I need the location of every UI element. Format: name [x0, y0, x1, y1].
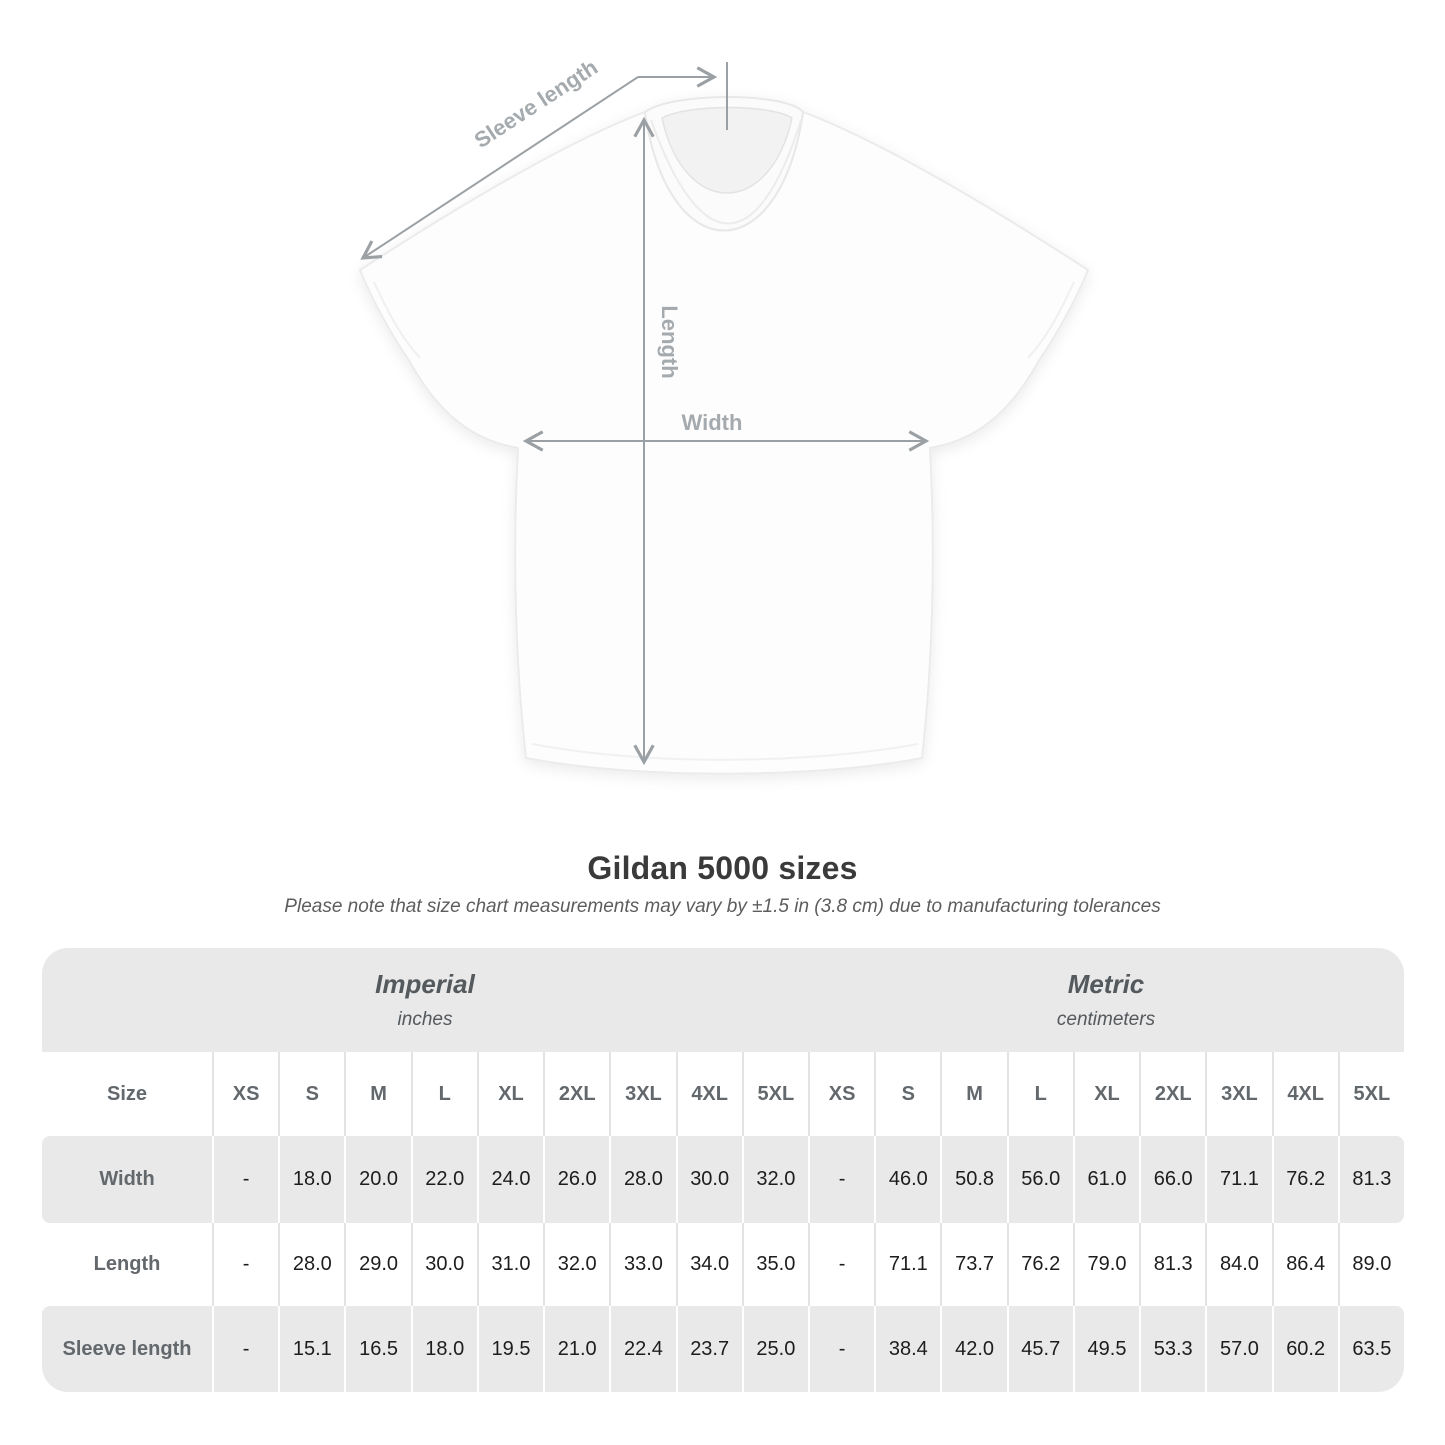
imperial-size-5xl: 5XL — [741, 1052, 808, 1136]
length-metric-3xl: 84.0 — [1205, 1223, 1272, 1306]
row-label-length: Length — [42, 1223, 212, 1306]
length-metric-s: 71.1 — [874, 1223, 941, 1306]
length-label: Length — [657, 305, 682, 378]
length-imperial-l: 30.0 — [410, 1223, 477, 1306]
width-metric-5xl: 81.3 — [1337, 1136, 1404, 1223]
metric-size-3xl: 3XL — [1205, 1052, 1272, 1136]
tshirt-collar-seam — [650, 119, 802, 225]
sleeve-metric-s: 38.4 — [874, 1306, 941, 1392]
sleeve-metric-xs: - — [807, 1306, 875, 1392]
metric-size-5xl: 5XL — [1337, 1052, 1404, 1136]
sleeve-imperial-4xl: 23.7 — [675, 1306, 742, 1392]
size-column-header: Size — [42, 1052, 212, 1136]
width-imperial-m: 20.0 — [344, 1136, 411, 1223]
length-metric-5xl: 89.0 — [1337, 1223, 1404, 1306]
sleeve-metric-m: 42.0 — [940, 1306, 1007, 1392]
length-imperial-4xl: 34.0 — [675, 1223, 742, 1306]
tolerance-note: Please note that size chart measurements… — [284, 896, 1161, 917]
width-metric-xs: - — [807, 1136, 875, 1223]
length-metric-4xl: 86.4 — [1271, 1223, 1338, 1306]
sleeve-length-dimension-line — [360, 76, 639, 260]
width-imperial-s: 18.0 — [278, 1136, 345, 1223]
sleeve-metric-5xl: 63.5 — [1337, 1306, 1404, 1392]
length-imperial-m: 29.0 — [344, 1223, 411, 1306]
sleeve-imperial-l: 18.0 — [410, 1306, 477, 1392]
metric-size-xl: XL — [1072, 1052, 1140, 1136]
metric-section-header: Metric centimeters — [807, 948, 1404, 1052]
page-title: Gildan 5000 sizes — [587, 850, 858, 886]
sleeve-metric-2xl: 53.3 — [1139, 1306, 1206, 1392]
tshirt-neck-opening — [661, 106, 793, 194]
sleeve-metric-l: 45.7 — [1006, 1306, 1073, 1392]
length-metric-2xl: 81.3 — [1139, 1223, 1206, 1306]
length-imperial-xl: 31.0 — [476, 1223, 544, 1306]
tshirt-size-diagram: Sleeve length Length Width — [359, 54, 1089, 775]
tshirt-diagram-svg: Sleeve length Length Width — [359, 54, 1089, 775]
width-metric-3xl: 71.1 — [1205, 1136, 1272, 1223]
sleeve-imperial-s: 15.1 — [278, 1306, 345, 1392]
sleeve-imperial-xs: - — [212, 1306, 279, 1392]
metric-section-unit: centimeters — [1056, 1009, 1156, 1030]
length-imperial-3xl: 33.0 — [609, 1223, 676, 1306]
tshirt-left-cuff-seam — [373, 281, 421, 359]
metric-section-title: Metric — [1067, 969, 1145, 999]
imperial-size-3xl: 3XL — [609, 1052, 676, 1136]
metric-size-s: S — [874, 1052, 941, 1136]
sleeve-imperial-m: 16.5 — [344, 1306, 411, 1392]
measurement-lines — [360, 62, 930, 766]
imperial-size-xs: XS — [212, 1052, 279, 1136]
metric-size-4xl: 4XL — [1271, 1052, 1338, 1136]
tshirt-right-cuff-seam — [1027, 281, 1075, 359]
sleeve-imperial-5xl: 25.0 — [741, 1306, 808, 1392]
sleeve-imperial-3xl: 22.4 — [609, 1306, 676, 1392]
tshirt-hem-stitch — [531, 743, 919, 761]
width-imperial-3xl: 28.0 — [609, 1136, 676, 1223]
metric-size-m: M — [940, 1052, 1007, 1136]
length-metric-m: 73.7 — [940, 1223, 1007, 1306]
width-metric-m: 50.8 — [940, 1136, 1007, 1223]
width-metric-xl: 61.0 — [1072, 1136, 1140, 1223]
width-imperial-2xl: 26.0 — [543, 1136, 610, 1223]
sleeve-imperial-2xl: 21.0 — [543, 1306, 610, 1392]
tshirt-graphic — [359, 96, 1089, 775]
width-imperial-4xl: 30.0 — [675, 1136, 742, 1223]
sleeve-metric-4xl: 60.2 — [1271, 1306, 1338, 1392]
sleeve-imperial-xl: 19.5 — [476, 1306, 544, 1392]
width-imperial-xl: 24.0 — [476, 1136, 544, 1223]
width-imperial-xs: - — [212, 1136, 279, 1223]
width-imperial-5xl: 32.0 — [741, 1136, 808, 1223]
sleeve-length-label: Sleeve length — [470, 54, 602, 153]
metric-size-xs: XS — [807, 1052, 875, 1136]
width-metric-s: 46.0 — [874, 1136, 941, 1223]
width-metric-4xl: 76.2 — [1271, 1136, 1338, 1223]
imperial-size-4xl: 4XL — [675, 1052, 742, 1136]
imperial-section-title: Imperial — [375, 969, 475, 999]
imperial-size-l: L — [410, 1052, 477, 1136]
sleeve-metric-3xl: 57.0 — [1205, 1306, 1272, 1392]
length-metric-xs: - — [807, 1223, 875, 1306]
imperial-size-s: S — [278, 1052, 345, 1136]
length-imperial-xs: - — [212, 1223, 279, 1306]
imperial-size-m: M — [344, 1052, 411, 1136]
width-imperial-l: 22.0 — [410, 1136, 477, 1223]
size-chart-table: Imperial inches Metric centimeters Size … — [42, 948, 1404, 1392]
width-metric-2xl: 66.0 — [1139, 1136, 1206, 1223]
length-imperial-5xl: 35.0 — [741, 1223, 808, 1306]
width-label: Width — [682, 410, 743, 435]
row-label-sleeve-length: Sleeve length — [42, 1306, 212, 1392]
length-metric-xl: 79.0 — [1072, 1223, 1140, 1306]
imperial-size-xl: XL — [476, 1052, 544, 1136]
length-imperial-s: 28.0 — [278, 1223, 345, 1306]
length-metric-l: 76.2 — [1006, 1223, 1073, 1306]
metric-size-l: L — [1006, 1052, 1073, 1136]
metric-size-2xl: 2XL — [1139, 1052, 1206, 1136]
imperial-size-2xl: 2XL — [543, 1052, 610, 1136]
imperial-section-header: Imperial inches — [42, 948, 808, 1052]
row-label-width: Width — [42, 1136, 212, 1223]
imperial-section-unit: inches — [397, 1009, 453, 1030]
length-imperial-2xl: 32.0 — [543, 1223, 610, 1306]
width-metric-l: 56.0 — [1006, 1136, 1073, 1223]
sleeve-metric-xl: 49.5 — [1072, 1306, 1140, 1392]
